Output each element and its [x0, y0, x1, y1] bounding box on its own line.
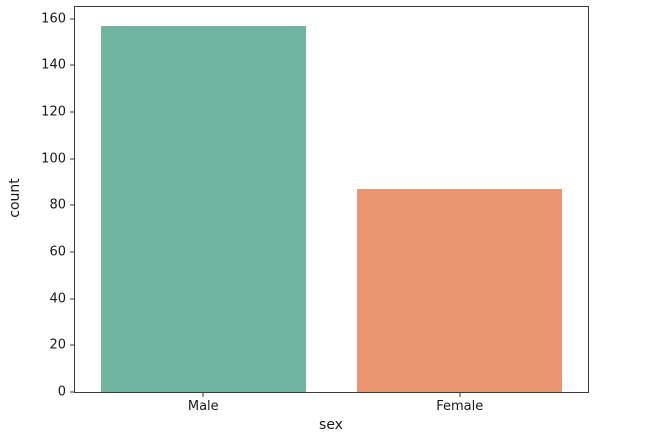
x-tick-mark — [202, 393, 204, 397]
y-tick-mark — [70, 18, 74, 20]
x-tick-mark — [459, 393, 461, 397]
x-axis-label: sex — [319, 417, 343, 433]
y-tick-label: 80 — [49, 197, 66, 213]
y-tick-label: 40 — [49, 291, 66, 307]
y-tick-mark — [70, 158, 74, 160]
y-tick-label: 0 — [57, 384, 66, 400]
y-tick-mark — [70, 64, 74, 66]
y-tick-label: 160 — [41, 11, 66, 27]
x-tick-label-female: Female — [436, 399, 484, 414]
y-tick-mark — [70, 298, 74, 300]
y-tick-mark — [70, 251, 74, 253]
y-tick-mark — [70, 344, 74, 346]
y-tick-mark — [70, 391, 74, 393]
y-tick-mark — [70, 111, 74, 113]
bar-female — [357, 189, 563, 392]
y-tick-label: 120 — [41, 104, 66, 120]
y-tick-label: 60 — [49, 244, 66, 260]
y-axis-label: count — [7, 178, 23, 218]
y-tick-label: 20 — [49, 337, 66, 353]
y-tick-mark — [70, 204, 74, 206]
bar-male — [100, 25, 306, 392]
y-tick-label: 100 — [41, 151, 66, 167]
y-tick-label: 140 — [41, 57, 66, 73]
plot-area: 0 20 40 60 80 100 120 140 160 Male Female — [41, 6, 589, 413]
x-tick-label-male: Male — [187, 399, 219, 414]
